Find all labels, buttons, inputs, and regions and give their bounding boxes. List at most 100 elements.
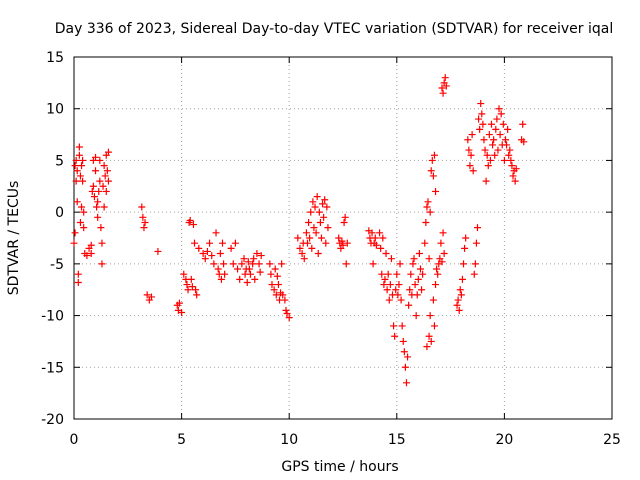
data-point — [72, 156, 80, 164]
x-tick-label: 5 — [177, 432, 186, 448]
data-point — [343, 239, 351, 247]
data-point — [319, 200, 327, 208]
data-point — [244, 258, 252, 266]
data-point — [465, 146, 473, 154]
data-point — [308, 244, 316, 252]
data-point — [231, 239, 239, 247]
data-point — [316, 218, 324, 226]
data-point — [312, 229, 320, 237]
data-point — [399, 337, 407, 345]
data-point — [378, 270, 386, 278]
data-point — [83, 252, 91, 260]
data-point — [98, 260, 106, 268]
data-point — [410, 255, 418, 263]
x-tick-label: 20 — [495, 432, 513, 448]
data-point — [307, 208, 315, 216]
data-point — [472, 239, 480, 247]
y-tick-label: 10 — [46, 102, 64, 118]
chart-title: Day 336 of 2023, Sidereal Day-to-day VTE… — [55, 21, 613, 37]
data-point — [439, 229, 447, 237]
data-point — [470, 270, 478, 278]
data-point — [229, 260, 237, 268]
data-point — [306, 234, 314, 242]
data-point — [89, 182, 97, 190]
data-point — [454, 296, 462, 304]
data-point — [415, 250, 423, 258]
data-point — [437, 239, 445, 247]
plot-frame — [73, 56, 613, 420]
data-point — [508, 162, 516, 170]
data-point — [324, 224, 332, 232]
data-point — [432, 187, 440, 195]
data-point — [317, 234, 325, 242]
data-point — [429, 172, 437, 180]
data-point — [285, 314, 293, 322]
data-point — [246, 270, 254, 278]
data-point — [281, 296, 289, 304]
data-point — [340, 218, 348, 226]
data-point — [220, 260, 228, 268]
data-point — [256, 268, 264, 276]
data-point — [394, 291, 402, 299]
data-point — [369, 260, 377, 268]
data-point — [379, 234, 387, 242]
data-point — [427, 337, 435, 345]
data-point — [268, 281, 276, 289]
data-point — [489, 141, 497, 149]
data-point — [208, 252, 216, 260]
data-point — [458, 275, 466, 283]
data-point — [245, 265, 253, 273]
x-axis-title: GPS time / hours — [281, 459, 398, 475]
data-point — [100, 162, 108, 170]
data-point — [139, 213, 147, 221]
data-point — [71, 162, 79, 170]
data-point — [386, 281, 394, 289]
data-point — [338, 237, 346, 245]
data-point — [397, 296, 405, 304]
data-point — [405, 301, 413, 309]
data-point — [384, 270, 392, 278]
data-point — [429, 296, 437, 304]
data-point — [250, 255, 258, 263]
data-point — [294, 234, 302, 242]
data-point — [322, 239, 330, 247]
data-point — [238, 260, 246, 268]
data-point — [503, 141, 511, 149]
data-point — [186, 216, 194, 224]
data-point — [471, 260, 479, 268]
data-point — [468, 131, 476, 139]
y-tick-label: -10 — [41, 309, 64, 325]
y-tick-label: 5 — [55, 153, 64, 169]
data-point — [80, 224, 88, 232]
data-point — [484, 162, 492, 170]
data-point — [187, 275, 195, 283]
data-point — [216, 250, 224, 258]
y-tick-label: 15 — [46, 50, 64, 66]
data-point — [487, 120, 495, 128]
data-point — [395, 281, 403, 289]
data-point — [475, 115, 483, 123]
data-point — [511, 177, 519, 185]
data-point — [195, 244, 203, 252]
data-point — [201, 255, 209, 263]
data-point — [175, 299, 183, 307]
data-point — [391, 332, 399, 340]
data-point — [240, 255, 248, 263]
data-point — [270, 286, 278, 294]
data-point — [381, 275, 389, 283]
data-point — [422, 218, 430, 226]
data-point — [430, 151, 438, 159]
data-point — [140, 224, 148, 232]
data-point — [342, 260, 350, 268]
data-point — [75, 143, 83, 151]
data-point — [464, 136, 472, 144]
data-point — [188, 283, 196, 291]
data-point — [499, 120, 507, 128]
data-point — [461, 244, 469, 252]
data-point — [380, 281, 388, 289]
x-tick-label: 25 — [603, 432, 621, 448]
data-point — [485, 131, 493, 139]
data-point — [102, 187, 110, 195]
data-point — [493, 115, 501, 123]
